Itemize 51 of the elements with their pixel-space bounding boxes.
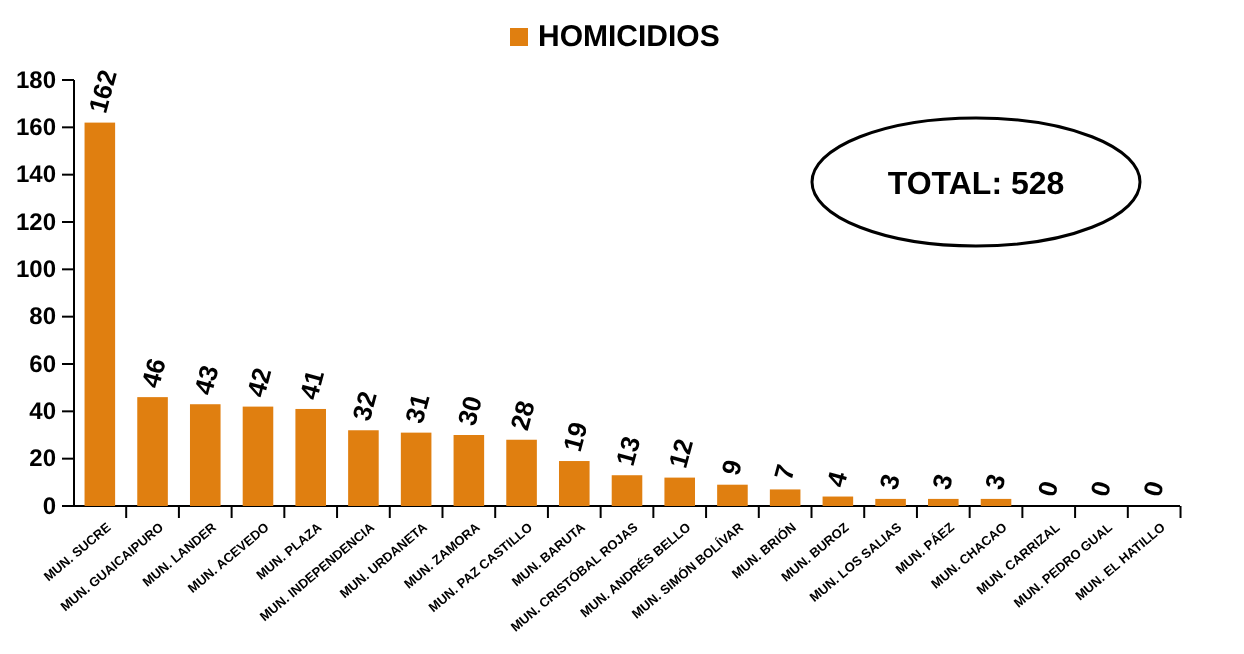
- bar: [928, 498, 959, 506]
- data-label: 12: [662, 435, 699, 472]
- bar: [664, 477, 695, 506]
- data-label: 4: [820, 466, 854, 491]
- data-label: 28: [504, 397, 541, 434]
- bar: [769, 489, 801, 506]
- bar: [717, 484, 748, 506]
- bar: [348, 430, 379, 506]
- data-label: 32: [346, 388, 383, 424]
- y-tick-label: 180: [15, 65, 57, 94]
- y-tick-label: 140: [15, 160, 57, 189]
- y-tick-label: 40: [29, 397, 57, 426]
- bar: [400, 432, 432, 506]
- data-label: 3: [926, 470, 959, 493]
- data-label: 3: [978, 470, 1012, 493]
- data-label: 0: [1031, 477, 1065, 500]
- bar: [295, 408, 326, 506]
- annotation: TOTAL: 528: [887, 168, 1065, 202]
- data-label: 30: [451, 392, 489, 429]
- data-label: 13: [609, 433, 647, 469]
- bar: [242, 406, 274, 506]
- bar: [559, 461, 590, 506]
- bar: [611, 475, 643, 506]
- data-label: 162: [82, 66, 123, 117]
- data-label: 0: [1136, 477, 1170, 500]
- data-label: 0: [1084, 477, 1117, 500]
- y-tick-label: 80: [29, 302, 57, 331]
- y-tick-label: 0: [42, 491, 57, 520]
- y-tick-label: 60: [29, 349, 57, 378]
- y-tick-label: 120: [15, 207, 57, 236]
- bar: [189, 404, 221, 506]
- data-label: 9: [715, 456, 748, 479]
- bar: [137, 397, 168, 506]
- data-label: 3: [873, 470, 907, 493]
- legend-label: HOMICIDIOS: [538, 20, 720, 54]
- data-label: 7: [767, 461, 801, 483]
- data-label: 42: [240, 364, 278, 401]
- data-label: 43: [188, 362, 225, 398]
- bar: [453, 435, 485, 506]
- data-label: 46: [135, 354, 172, 391]
- bar: [980, 498, 1012, 506]
- y-tick-label: 20: [29, 444, 57, 473]
- data-label: 31: [398, 390, 436, 427]
- bar: [84, 122, 116, 506]
- bar: [822, 496, 854, 506]
- bar: [506, 439, 537, 506]
- y-tick-label: 100: [15, 255, 57, 284]
- y-tick-label: 160: [15, 113, 57, 142]
- bar: [875, 498, 906, 506]
- data-label: 19: [557, 418, 594, 455]
- data-label: 41: [293, 366, 330, 403]
